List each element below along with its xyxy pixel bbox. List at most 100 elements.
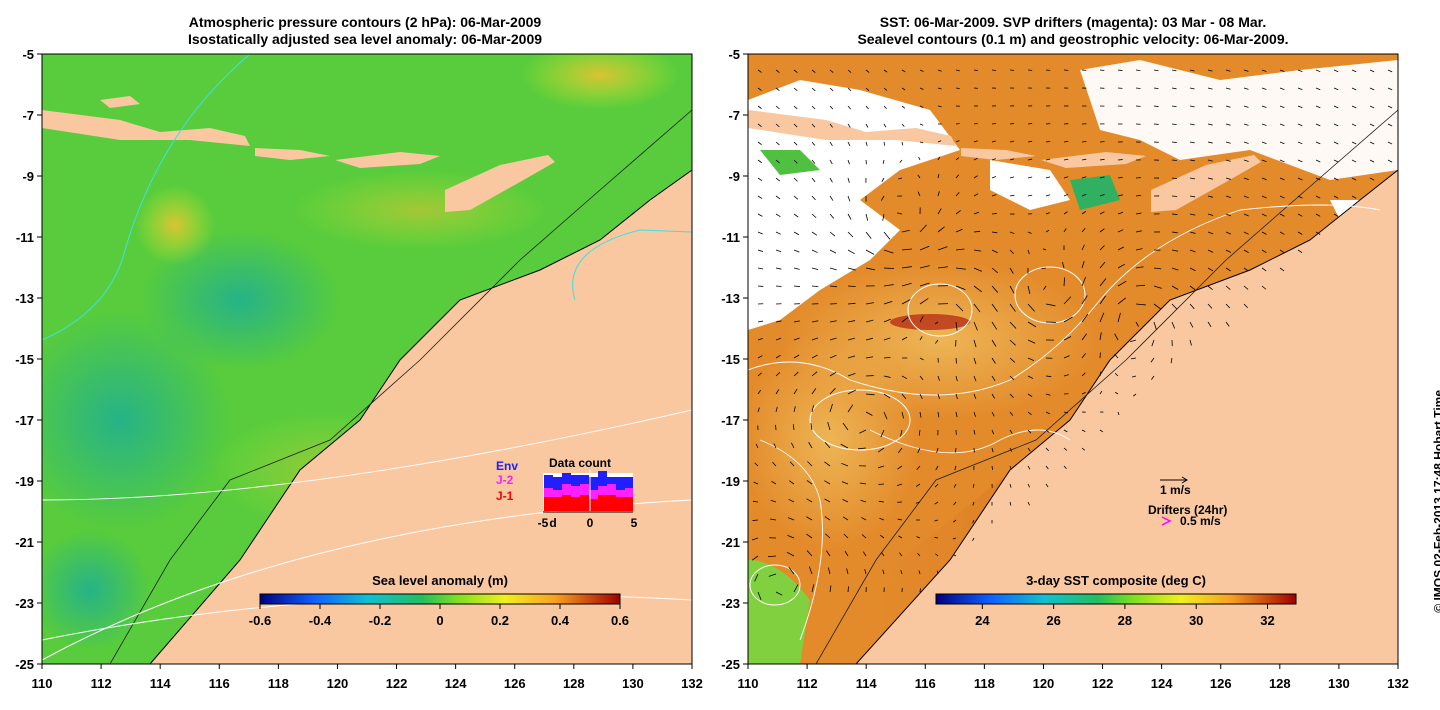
velocity-arrow (751, 555, 759, 561)
x-tick-label: 124 (445, 676, 467, 691)
colorbar-tick-label: 24 (975, 613, 990, 628)
x-tick-label: 124 (1151, 676, 1173, 691)
velocity-arrow (847, 141, 851, 147)
sla-high-anomaly (520, 54, 680, 110)
y-tick-label: -7 (728, 108, 740, 123)
sst-colorbar-ticks: 24 26 28 30 32 (975, 604, 1275, 628)
velocity-arrow (1063, 176, 1069, 179)
velocity-arrow (1315, 105, 1321, 109)
velocity-arrow (827, 422, 831, 431)
velocity-arrow (991, 176, 997, 179)
velocity-arrow (1045, 158, 1051, 161)
sst-colorbar (935, 593, 1297, 605)
velocity-arrow (808, 442, 813, 449)
velocity-arrow (1315, 231, 1321, 235)
velocity-arrow (847, 87, 852, 92)
velocity-arrow (1027, 194, 1033, 197)
velocity-arrow (1027, 285, 1031, 294)
velocity-arrow (973, 175, 978, 179)
velocity-arrow (883, 284, 894, 287)
sea-level-contour (1014, 266, 1086, 324)
velocity-arrow (806, 516, 813, 521)
x-tick-label: 130 (622, 676, 644, 691)
velocity-arrow (1297, 177, 1303, 181)
velocity-arrow (847, 389, 857, 395)
velocity-arrow (991, 194, 997, 197)
colorbar-tick-label: 0.6 (611, 613, 629, 628)
velocity-arrow (1009, 321, 1017, 329)
velocity-arrow (829, 249, 837, 254)
velocity-arrow (847, 337, 855, 341)
velocity-arrow (1063, 465, 1067, 470)
velocity-arrow (757, 195, 763, 199)
velocity-arrow (1261, 195, 1267, 199)
velocity-arrow (955, 228, 963, 233)
y-tick-label: -11 (722, 230, 740, 245)
velocity-arrow (1081, 333, 1087, 341)
velocity-arrow (915, 483, 921, 487)
velocity-arrow (1171, 213, 1178, 215)
x-tick-label: 114 (150, 676, 172, 691)
cloud-mask (1080, 60, 1398, 180)
velocity-arrow (1045, 429, 1050, 433)
velocity-arrow (1243, 231, 1249, 235)
velocity-arrow (1279, 213, 1285, 217)
velocity-arrow (752, 519, 759, 521)
velocity-arrow (792, 424, 795, 431)
velocity-arrow (1315, 87, 1321, 91)
velocity-arrow (829, 585, 832, 593)
velocity-arrow (1189, 195, 1196, 198)
velocity-arrow (1351, 105, 1357, 109)
velocity-arrow (775, 159, 780, 164)
velocity-arrow (829, 371, 837, 377)
velocity-arrow (955, 192, 960, 197)
velocity-arrow (826, 550, 831, 557)
velocity-arrow (757, 320, 764, 323)
velocity-arrow (1261, 285, 1267, 290)
velocity-arrow (768, 573, 777, 577)
velocity-arrow (829, 231, 836, 237)
velocity-arrow (1114, 353, 1119, 359)
velocity-arrow (775, 354, 781, 359)
velocity-arrow (793, 69, 798, 73)
velocity-arrow (788, 498, 795, 503)
velocity-arrow (1117, 229, 1124, 233)
velocity-arrow (775, 123, 780, 128)
velocity-arrow (1045, 465, 1049, 470)
velocity-arrow (1171, 267, 1179, 271)
velocity-arrow (840, 443, 849, 449)
velocity-arrow (1369, 177, 1375, 181)
velocity-arrow (973, 69, 978, 72)
right-title: SST: 06-Mar-2009. SVP drifters (magenta)… (748, 14, 1398, 48)
velocity-arrow (919, 393, 923, 400)
velocity-arrow (1261, 123, 1267, 126)
sea-level-contour (759, 439, 823, 641)
velocity-arrow (865, 141, 868, 146)
velocity-arrow (1297, 159, 1303, 163)
velocity-arrow (1009, 501, 1012, 506)
velocity-arrow (1009, 483, 1012, 488)
velocity-arrow (1099, 245, 1105, 251)
velocity-arrow (1297, 69, 1303, 72)
velocity-arrow (1387, 69, 1393, 73)
velocity-arrow (847, 195, 851, 202)
velocity-arrow (1150, 357, 1155, 363)
velocity-arrow (1171, 141, 1177, 143)
velocity-arrow (847, 213, 852, 220)
velocity-arrow (1099, 371, 1102, 377)
velocity-arrow (1027, 411, 1032, 416)
x-tick-label: 112 (91, 676, 112, 691)
velocity-arrow (1153, 321, 1157, 330)
velocity-arrow (754, 462, 759, 467)
velocity-arrow (1333, 177, 1339, 181)
velocity-arrow (937, 173, 940, 179)
velocity-arrow (859, 429, 867, 434)
velocity-arrow (1099, 278, 1107, 287)
velocity-arrow (1063, 158, 1069, 161)
velocity-arrow (775, 195, 781, 200)
velocity-arrow (1099, 158, 1105, 161)
velocity-arrow (1045, 375, 1052, 378)
drifter-scale-arrow (1161, 516, 1172, 526)
velocity-arrow (878, 500, 885, 503)
velocity-arrow (775, 141, 780, 146)
